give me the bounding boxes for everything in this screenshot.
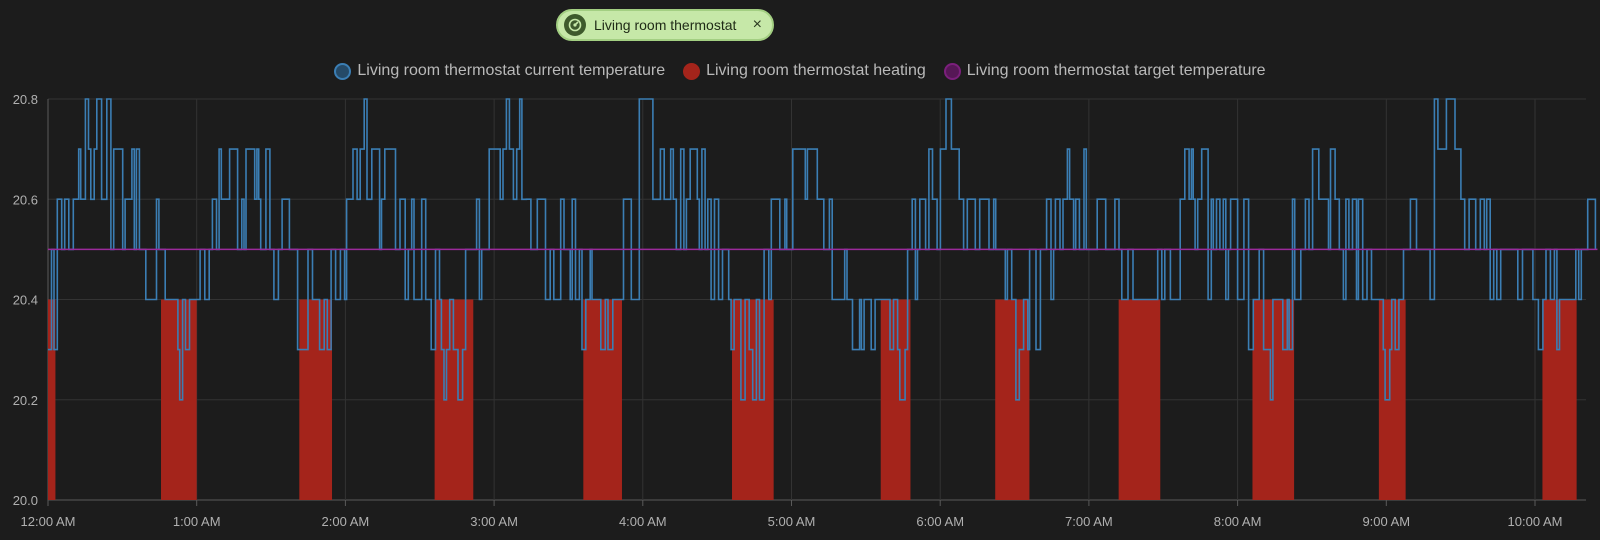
- chart-legend: Living room thermostat current temperatu…: [0, 62, 1600, 80]
- heating-bar: [48, 299, 56, 500]
- close-icon[interactable]: ×: [752, 16, 762, 33]
- legend-label: Living room thermostat current temperatu…: [357, 62, 666, 79]
- heating-bar: [1118, 299, 1161, 500]
- legend-item-current-temperature[interactable]: Living room thermostat current temperatu…: [334, 62, 665, 80]
- x-tick-label: 6:00 AM: [916, 514, 964, 529]
- y-tick-label: 20.6: [13, 192, 38, 207]
- x-tick-label: 1:00 AM: [173, 514, 221, 529]
- legend-item-target-temperature[interactable]: Living room thermostat target temperatur…: [943, 62, 1266, 80]
- x-tick-label: 12:00 AM: [21, 514, 76, 529]
- legend-label: Living room thermostat heating: [706, 62, 926, 79]
- legend-dot-target: [943, 62, 961, 80]
- x-tick-label: 2:00 AM: [322, 514, 370, 529]
- x-tick-label: 3:00 AM: [470, 514, 518, 529]
- x-tick-label: 8:00 AM: [1214, 514, 1262, 529]
- y-tick-label: 20.0: [13, 493, 38, 508]
- entity-filter-chip[interactable]: Living room thermostat ×: [556, 9, 774, 41]
- x-tick-label: 10:00 AM: [1508, 514, 1563, 529]
- x-tick-label: 7:00 AM: [1065, 514, 1113, 529]
- chip-label: Living room thermostat: [594, 17, 737, 33]
- legend-label: Living room thermostat target temperatur…: [966, 62, 1266, 79]
- heating-bar: [583, 299, 622, 500]
- legend-dot-current: [334, 62, 352, 80]
- thermostat-icon: [564, 14, 586, 36]
- x-tick-label: 9:00 AM: [1362, 514, 1410, 529]
- y-tick-label: 20.4: [13, 293, 38, 308]
- y-tick-label: 20.2: [13, 393, 38, 408]
- x-tick-label: 4:00 AM: [619, 514, 667, 529]
- heating-bar: [880, 299, 911, 500]
- legend-dot-heating: [683, 62, 701, 80]
- x-tick-label: 5:00 AM: [768, 514, 816, 529]
- heating-bar: [161, 299, 197, 500]
- legend-item-heating[interactable]: Living room thermostat heating: [683, 62, 926, 80]
- y-tick-label: 20.8: [13, 92, 38, 107]
- current-temperature-line: [48, 98, 1597, 401]
